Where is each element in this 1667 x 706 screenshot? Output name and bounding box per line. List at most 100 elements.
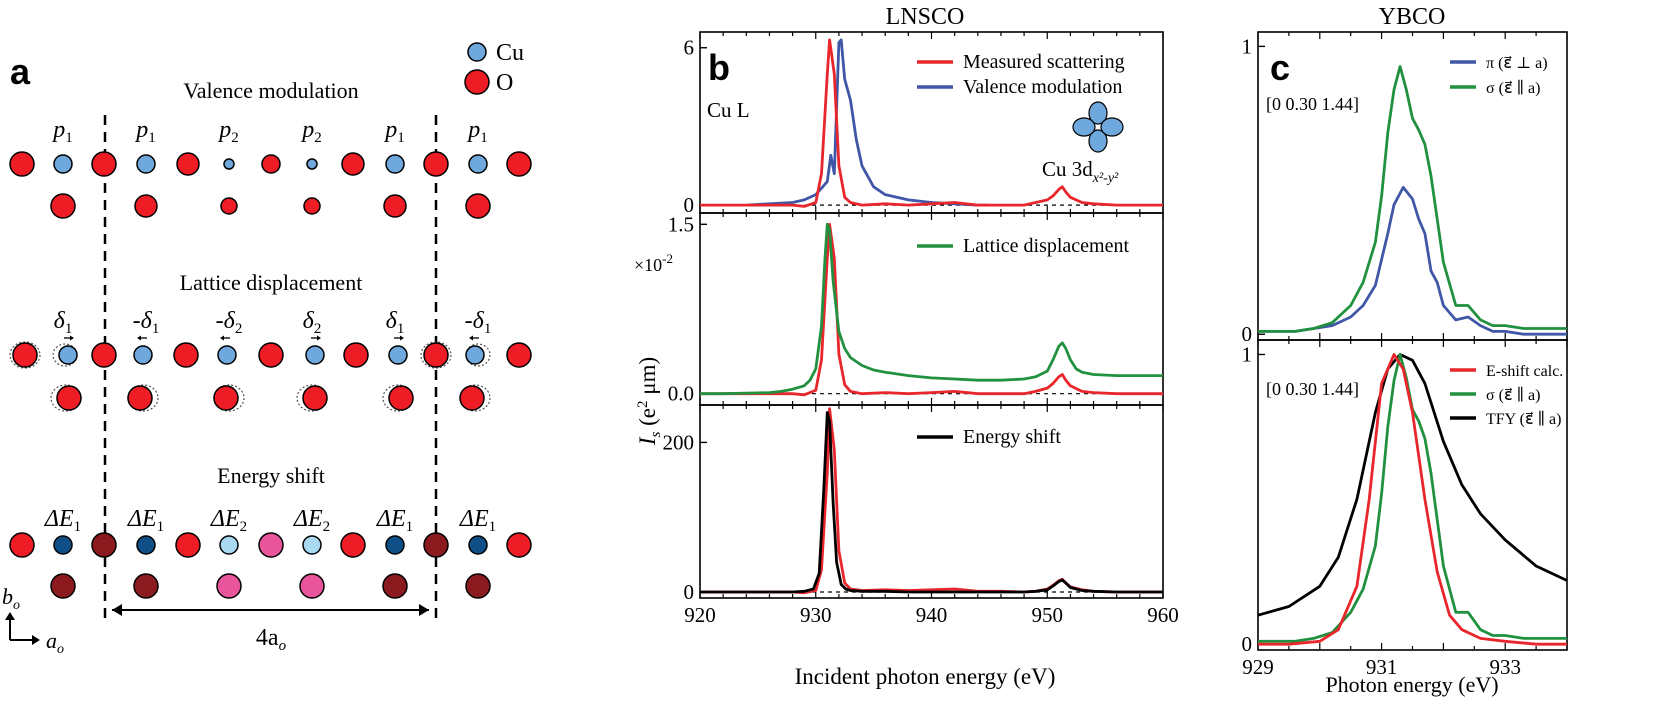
o-atom <box>465 573 491 599</box>
o-atom <box>423 532 449 558</box>
cu-atom <box>305 345 325 365</box>
o-atom <box>343 342 369 368</box>
y-tick-label: 1 <box>1242 342 1253 366</box>
b-axis-arrowhead <box>5 612 15 620</box>
o-atom <box>12 342 38 368</box>
o-atom <box>388 385 414 411</box>
sublattice-label: p1 <box>51 117 73 146</box>
y-tick-label: 6 <box>684 36 695 60</box>
series-line <box>1258 65 1567 333</box>
panel-c-bottom-plot: 0 1 929 931 933 E-shift calc. σ (ε⃗ ∥ a) TFY (ε… <box>1242 339 1568 679</box>
o-atom <box>9 532 35 558</box>
o-atom <box>383 194 407 218</box>
sublattice-label: ΔE2 <box>293 506 330 535</box>
o-atom <box>9 151 35 177</box>
displacement-arrowhead <box>400 335 404 341</box>
o-atom <box>91 342 117 368</box>
lattice-atoms <box>9 341 532 412</box>
legend-cu-label: Cu <box>496 40 524 66</box>
a-axis-label: ao <box>46 628 64 657</box>
legend-o-marker <box>464 69 490 95</box>
cu-atom <box>385 154 405 174</box>
o-atom <box>176 152 200 176</box>
o-atom <box>341 152 365 176</box>
o-atom <box>50 573 76 599</box>
y-tick-label: 0 <box>1242 322 1253 346</box>
legend-label: Measured scattering <box>963 51 1125 73</box>
o-atom <box>303 197 321 215</box>
energy-atoms <box>9 532 532 599</box>
legend-label: σ (ε⃗ ∥ a) <box>1486 386 1540 404</box>
y-tick-label: 200 <box>663 430 695 454</box>
cu-atom <box>133 345 153 365</box>
displacement-arrowhead <box>317 335 321 341</box>
o-atom <box>56 385 82 411</box>
ghost-position <box>459 384 491 412</box>
legend-cu-marker <box>467 42 487 62</box>
legend-o-label: O <box>496 70 513 96</box>
o-atom <box>91 532 117 558</box>
x-tick-label: 929 <box>1242 655 1274 679</box>
x-tick-label: 930 <box>800 603 832 627</box>
y-tick-label: 0.0 <box>668 382 694 406</box>
sublattice-label: -δ1 <box>133 308 160 337</box>
o-atom <box>382 573 408 599</box>
displacement-arrowhead <box>469 335 473 341</box>
cu-atom <box>468 154 488 174</box>
row-title-energy: Energy shift <box>217 463 325 488</box>
y-tick-label: 0 <box>684 580 695 604</box>
o-atom <box>423 151 449 177</box>
period-arrow: 4ao <box>112 604 429 654</box>
o-atom <box>459 385 485 411</box>
cu-atom <box>465 345 485 365</box>
o-atom <box>50 193 76 219</box>
legend-label: π (ε⃗ ⊥ a) <box>1486 55 1548 72</box>
sublattice-label: -δ1 <box>465 308 492 337</box>
panel-c-label: c <box>1270 47 1290 88</box>
y-tick-label: 1 <box>1242 34 1253 58</box>
ghost-position <box>9 341 41 369</box>
series-line <box>700 411 1163 594</box>
cu-atom <box>468 535 488 555</box>
cu-atom <box>385 535 405 555</box>
ghost-position <box>420 341 452 369</box>
sublattice-label: ΔE1 <box>127 506 164 535</box>
legend-label: Lattice displacement <box>963 235 1129 257</box>
o-atom <box>506 532 532 558</box>
legend-label: TFY (ε⃗ ∥ a) <box>1486 410 1561 428</box>
panel-c-title: YBCO <box>1379 4 1446 30</box>
cu-atom <box>58 345 78 365</box>
series-line <box>700 38 1163 208</box>
o-atom <box>506 151 532 177</box>
panel-b-xlabel: Incident photon energy (eV) <box>795 664 1056 689</box>
series-line <box>1258 186 1567 336</box>
legend-label: Valence modulation <box>963 76 1122 98</box>
sublattice-label: δ2 <box>303 308 322 337</box>
panel-b-bottom-plot: 0 200 920 930 940 950 960 Energy shift <box>663 404 1179 627</box>
x-tick-label: 950 <box>1032 603 1064 627</box>
o-atom <box>134 194 158 218</box>
row-title-valence: Valence modulation <box>183 78 358 103</box>
sublattice-label: ΔE2 <box>210 506 247 535</box>
panel-a-label: a <box>10 51 31 92</box>
series-line <box>700 222 1163 396</box>
panel-b-middle-plot: 0.0 1.5 Lattice displacement <box>668 212 1164 406</box>
series-line <box>1258 353 1567 646</box>
o-atom <box>465 193 491 219</box>
o-atom <box>423 342 449 368</box>
o-atom <box>340 532 366 558</box>
sublattice-label: ΔE1 <box>376 506 413 535</box>
plot-frame <box>699 404 1164 599</box>
series-line <box>1257 353 1568 617</box>
legend-label: E-shift calc. <box>1486 363 1563 380</box>
o-atom <box>261 154 281 174</box>
y-tick-label: 1.5 <box>668 212 694 236</box>
b-axis-label: bo <box>2 584 20 613</box>
lattice-labels: δ1 -δ1 -δ2 δ2 δ1 -δ1 <box>54 308 492 341</box>
row-title-lattice: Lattice displacement <box>180 270 363 295</box>
legend-label: Energy shift <box>963 426 1061 448</box>
series-line <box>746 38 990 207</box>
cu-atom <box>388 345 408 365</box>
x-tick-label: 940 <box>916 603 948 627</box>
